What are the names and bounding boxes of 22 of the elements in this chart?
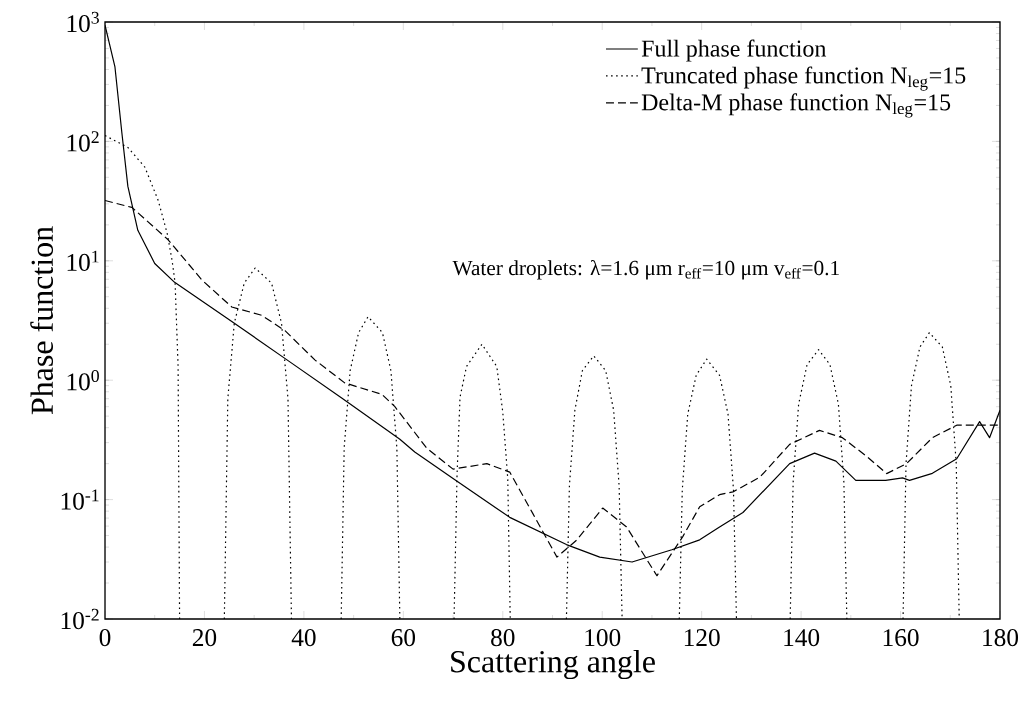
y-axis-title: Phase function bbox=[30, 226, 54, 415]
legend-label: Full phase function bbox=[641, 39, 827, 62]
x-tick-label: 140 bbox=[784, 629, 820, 647]
x-tick-label: 120 bbox=[684, 629, 720, 647]
x-tick-label: 60 bbox=[391, 629, 416, 647]
y-tick-label: 10$^{-1}$ bbox=[61, 489, 99, 510]
x-tick-label: 100 bbox=[585, 629, 621, 647]
x-tick-label: 40 bbox=[291, 629, 316, 647]
annotation: Water droplets: λ=1.6 μm r$_{eff}$=10 μm v$_{eff}$=0.1 bbox=[452, 259, 839, 280]
legend-label: Delta-M phase function N$_{leg}$=15 bbox=[641, 93, 951, 118]
y-tick-label: 10$^{0}$ bbox=[67, 369, 99, 391]
y-tick-label: 10$^{-2}$ bbox=[61, 608, 99, 630]
y-tick-label: 10$^{3}$ bbox=[67, 11, 99, 33]
x-tick-label: 0 bbox=[99, 629, 111, 647]
x-tick-label: 180 bbox=[983, 629, 1019, 647]
legend-label: Truncated phase function N$_{leg}$=15 bbox=[641, 66, 966, 91]
y-tick-label: 10$^{1}$ bbox=[67, 250, 99, 271]
x-axis-title: Scattering angle bbox=[451, 649, 655, 680]
y-tick-label: 10$^{2}$ bbox=[67, 131, 99, 152]
x-tick-label: 80 bbox=[491, 629, 515, 647]
x-tick-label: 20 bbox=[192, 629, 217, 647]
x-tick-label: 160 bbox=[883, 629, 919, 647]
